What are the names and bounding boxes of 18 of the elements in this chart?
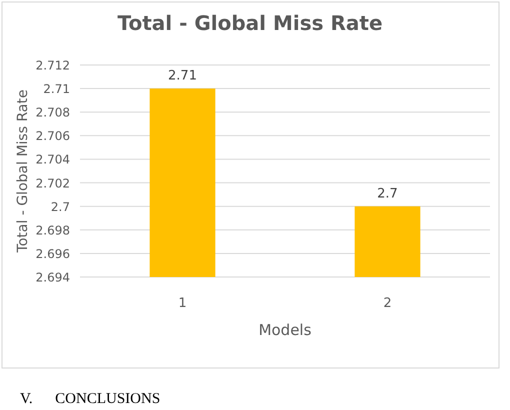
x-axis-title: Models: [258, 321, 312, 339]
y-tick-label: 2.708: [36, 106, 70, 120]
chart-title: Total - Global Miss Rate: [117, 11, 383, 35]
data-label: 2.71: [168, 68, 197, 84]
y-tick-label: 2.702: [36, 176, 70, 190]
y-tick-label: 2.704: [36, 152, 70, 167]
y-tick-label: 2.71: [43, 82, 70, 96]
y-tick-label: 2.712: [36, 58, 70, 72]
y-tick-label: 2.694: [36, 270, 70, 284]
y-axis-title: Total - Global Miss Rate: [15, 90, 31, 254]
y-tick-label: 2.698: [36, 223, 70, 238]
y-tick-label: 2.696: [36, 246, 70, 261]
x-tick-label: 1: [178, 296, 187, 311]
text: V. CONCLUSIONS: [20, 391, 160, 407]
data-label: 2.7: [377, 186, 398, 202]
x-tick-label: 2: [383, 296, 392, 311]
y-tick-label: 2.706: [36, 129, 70, 144]
y-tick-label: 2.7: [50, 200, 70, 214]
